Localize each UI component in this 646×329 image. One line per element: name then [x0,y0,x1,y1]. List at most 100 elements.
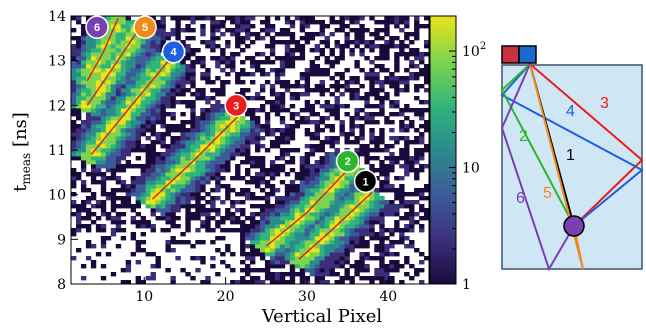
heatmap-cell [299,232,306,237]
heatmap-cell [180,40,186,45]
heatmap-cell [220,132,226,137]
heatmap-cell [364,120,370,125]
heatmap-cell [379,88,385,93]
heatmap-cell [135,84,142,89]
heatmap-cell [344,208,350,213]
heatmap-cell [279,56,286,61]
heatmap-cell [90,100,97,105]
heatmap-cell [414,156,420,161]
heatmap-cell [269,48,276,53]
heatmap-cell [364,44,370,49]
heatmap-cell [210,32,216,37]
heatmap-cell [245,168,251,173]
heatmap-cell [71,180,77,185]
heatmap-cell [135,164,142,169]
heatmap-cell [279,100,286,105]
heatmap-cell [150,228,156,233]
heatmap-cell [274,76,281,81]
heatmap-cell [190,160,196,165]
heatmap-cell [264,80,271,85]
heatmap-cell [299,72,306,77]
heatmap-cell [379,112,385,117]
heatmap-cell [115,76,122,81]
heatmap-cell [80,96,87,101]
heatmap-cell [245,112,251,117]
heatmap-cell [399,108,405,113]
heatmap-cell [215,36,221,41]
heatmap-cell [90,108,97,113]
heatmap-cell [80,156,87,161]
heatmap-cell [140,88,146,93]
heatmap-cell [130,100,137,105]
heatmap-cell [414,28,420,33]
heatmap-cell [419,192,425,197]
heatmap-cell [419,72,425,77]
heatmap-cell [90,176,97,181]
heatmap-cell [210,120,216,125]
heatmap-cell [269,60,276,65]
heatmap-cell [299,184,306,189]
heatmap-cell [120,52,127,57]
heatmap-cell [374,144,380,149]
heatmap-cell [105,116,112,121]
heatmap-cell [185,180,191,185]
heatmap-cell [274,56,281,61]
heatmap-cell [85,80,92,85]
heatmap-cell [130,252,137,257]
heatmap-cell [284,172,291,177]
heatmap-cell [359,240,365,245]
heatmap-cell [349,128,355,133]
heatmap-cell [240,80,246,85]
heatmap-cell [304,128,311,133]
heatmap-cell [110,228,117,233]
heatmap-cell [75,220,82,225]
heatmap-cell [269,168,276,173]
heatmap-cell [289,268,296,273]
heatmap-cell [95,40,102,45]
heatmap-cell [399,128,405,133]
heatmap-cell [135,52,142,57]
heatmap-cell [404,56,410,61]
heatmap-cell [245,144,251,149]
heatmap-cell [289,256,296,261]
heatmap-cell [100,84,107,89]
heatmap-cell [150,224,156,229]
heatmap-cell [95,128,102,133]
heatmap-cell [105,144,112,149]
heatmap-cell [334,204,340,209]
heatmap-cell [339,56,345,61]
heatmap-cell [135,184,142,189]
heatmap-cell [404,88,410,93]
heatmap-cell [269,220,276,225]
heatmap-cell [140,68,146,73]
heatmap-cell [100,156,107,161]
heatmap-cell [339,224,345,229]
heatmap-cell [299,240,306,245]
heatmap-cell [409,60,415,65]
heatmap-cell [195,144,201,149]
heatmap-cell [245,88,251,93]
heatmap-cell [225,164,231,169]
heatmap-cell [274,212,281,217]
heatmap-cell [309,272,316,277]
heatmap-cell [289,124,296,129]
heatmap-cell [364,104,370,109]
heatmap-cell [294,124,301,129]
heatmap-cell [384,268,390,273]
heatmap-cell [140,220,146,225]
heatmap-cell [334,56,340,61]
heatmap-cell [250,212,256,217]
heatmap-cell [220,60,226,65]
heatmap-cell [324,244,330,249]
heatmap-cell [319,184,325,189]
heatmap-cell [185,76,191,81]
heatmap-cell [95,140,102,145]
heatmap-cell [160,152,166,157]
heatmap-cell [170,224,176,229]
heatmap-cell [314,72,321,77]
heatmap-cell [314,112,321,117]
heatmap-cell [364,160,370,165]
heatmap-cell [309,176,316,181]
heatmap-cell [105,160,112,165]
heatmap-cell [324,40,330,45]
